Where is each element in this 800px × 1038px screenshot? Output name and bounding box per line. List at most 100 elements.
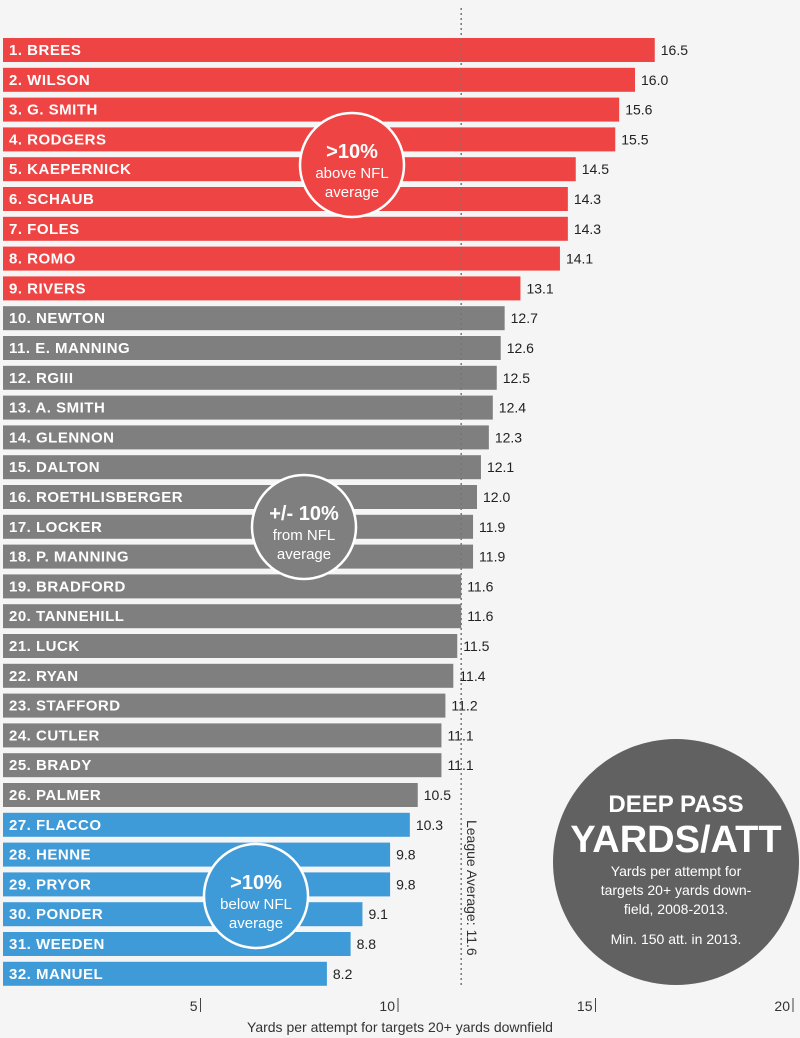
bar: [3, 604, 462, 629]
bar: [3, 783, 418, 807]
x-axis: 5 10 15 20 Yards per attempt for targets 20+…: [190, 998, 794, 1035]
bar-label: 7. FOLES: [9, 221, 80, 238]
value-label: 9.8: [396, 847, 416, 863]
bar-label: 25. BRADY: [9, 757, 92, 774]
bar: [3, 842, 391, 867]
value-label: 15.6: [625, 102, 652, 118]
value-label: 11.5: [463, 638, 489, 654]
bar: [3, 574, 462, 599]
bar: [3, 455, 481, 480]
bars-group: 1. BREES 16.5 2. WILSON 16.0 3. G. SMITH 15.6…: [3, 38, 688, 986]
value-label: 9.1: [368, 906, 388, 922]
annotation-badge-line2: average: [277, 546, 331, 563]
annotation-badge-line2: average: [229, 915, 283, 932]
value-label: 11.4: [459, 668, 485, 684]
value-label: 9.8: [396, 876, 416, 892]
value-label: 16.0: [641, 72, 668, 88]
bar: [3, 216, 568, 241]
value-label: 12.0: [483, 489, 510, 505]
bar: [3, 872, 391, 897]
value-label: 11.6: [467, 578, 493, 594]
bar-label: 14. GLENNON: [9, 429, 115, 446]
bar: [3, 157, 576, 182]
bar: [3, 961, 327, 986]
bar: [3, 306, 505, 331]
bar: [3, 723, 442, 748]
value-label: 14.5: [582, 161, 609, 177]
value-label: 10.5: [424, 787, 451, 803]
title-badge: DEEP PASS YARDS/ATT Yards per attempt fo…: [553, 739, 799, 985]
annotation-badge-line1: from NFL: [273, 527, 336, 544]
title-circle: [553, 739, 799, 985]
value-label: 8.2: [333, 966, 353, 982]
annotation-badge-headline: >10%: [230, 872, 282, 894]
bar-label: 19. BRADFORD: [9, 578, 126, 595]
value-label: 12.5: [503, 370, 530, 386]
bar: [3, 932, 351, 956]
value-label: 14.3: [574, 221, 601, 237]
bar: [3, 395, 493, 420]
bar: [3, 693, 446, 718]
bar: [3, 485, 477, 509]
bar: [3, 187, 568, 211]
league-average-label: League Average: 11.6: [464, 820, 480, 956]
bar-label: 18. P. MANNING: [9, 549, 129, 566]
value-label: 16.5: [661, 42, 688, 58]
bar-label: 2. WILSON: [9, 72, 90, 89]
value-label: 11.1: [447, 757, 473, 773]
value-label: 12.7: [511, 310, 538, 326]
annotation-badge-circle: [298, 111, 406, 219]
bar: [3, 753, 442, 778]
bar-label: 30. PONDER: [9, 906, 103, 923]
annotation-badges: >10% above NFL average +/- 10% from NFL avera…: [202, 111, 406, 950]
bar-label: 26. PALMER: [9, 787, 101, 804]
bar: [3, 276, 521, 301]
x-tick-label: 10: [379, 998, 395, 1014]
annotation-badge-headline: +/- 10%: [269, 503, 339, 525]
chart-description-line2: targets 20+ yards down-: [601, 882, 752, 898]
bar-label: 3. G. SMITH: [9, 102, 98, 119]
chart-title-line1: DEEP PASS: [608, 791, 743, 818]
x-tick-label: 5: [190, 998, 198, 1014]
bar-label: 17. LOCKER: [9, 519, 102, 536]
bar: [3, 38, 655, 62]
bar-label: 11. E. MANNING: [9, 340, 130, 357]
bar-label: 24. CUTLER: [9, 727, 100, 744]
value-label: 11.6: [467, 608, 493, 624]
bar: [3, 663, 454, 688]
bar: [3, 514, 474, 539]
value-label: 11.2: [451, 698, 477, 714]
chart-title-line2: YARDS/ATT: [570, 819, 781, 861]
league-average-group: League Average: 11.6: [460, 8, 480, 985]
value-label: 14.3: [574, 191, 601, 207]
bar-label: 28. HENNE: [9, 847, 91, 864]
x-axis-title: Yards per attempt for targets 20+ yards …: [247, 1019, 553, 1035]
x-tick-label: 20: [774, 998, 790, 1014]
annotation-badge-headline: >10%: [326, 141, 378, 163]
value-label: 12.6: [507, 340, 534, 356]
bar-label: 9. RIVERS: [9, 280, 86, 297]
value-label: 11.9: [479, 519, 505, 535]
bar: [3, 544, 474, 569]
chart-description-line1: Yards per attempt for: [611, 863, 742, 879]
chart-note: Min. 150 att. in 2013.: [611, 931, 742, 947]
value-label: 11.9: [479, 549, 505, 565]
bar-label: 23. STAFFORD: [9, 698, 121, 715]
annotation-badge-line2: average: [325, 184, 379, 201]
bar: [3, 425, 489, 450]
bar: [3, 634, 458, 658]
bar-label: 8. ROMO: [9, 251, 76, 268]
bar: [3, 67, 635, 92]
value-label: 12.4: [499, 400, 526, 416]
value-label: 14.1: [566, 251, 593, 267]
bar-label: 22. RYAN: [9, 668, 79, 685]
annotation-badge-line1: below NFL: [220, 896, 292, 913]
bar-label: 6. SCHAUB: [9, 191, 94, 208]
bar: [3, 336, 501, 360]
bar-label: 5. KAEPERNICK: [9, 161, 131, 178]
bar-label: 13. A. SMITH: [9, 400, 105, 417]
value-label: 15.5: [621, 131, 648, 147]
bar-label: 1. BREES: [9, 42, 81, 59]
bar: [3, 812, 410, 837]
x-tick-label: 15: [577, 998, 593, 1014]
